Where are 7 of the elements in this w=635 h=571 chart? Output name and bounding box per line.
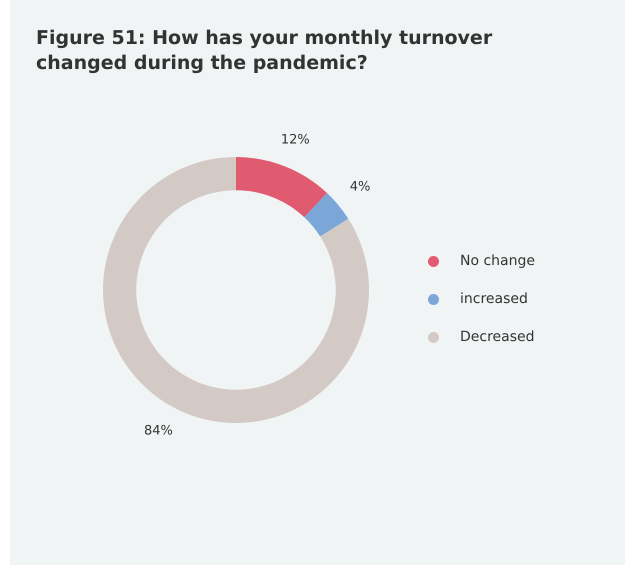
legend-label: No change xyxy=(460,253,536,269)
data-label: 12% xyxy=(280,132,310,148)
data-label: 84% xyxy=(144,423,173,438)
legend-label: Decreased xyxy=(460,329,535,345)
data-label: 4% xyxy=(350,180,370,195)
chart-title: Figure 51: How has your monthly turnover changed during the pandemic? xyxy=(36,26,494,76)
legend-label: increased xyxy=(460,291,528,307)
